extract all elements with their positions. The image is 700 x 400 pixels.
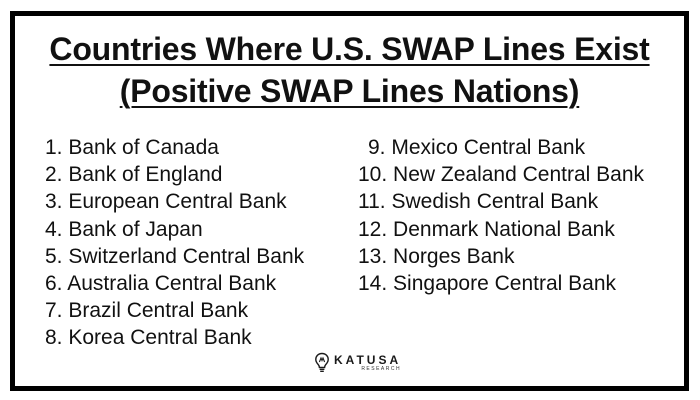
list-item-name: Australia Central Bank: [67, 272, 277, 296]
list-item-number: 3.: [45, 190, 63, 214]
list-item: 14. Singapore Central Bank: [358, 270, 644, 297]
list-item-number: 12.: [358, 217, 388, 241]
list-item: 12. Denmark National Bank: [358, 216, 644, 243]
list-item-number: 10.: [358, 163, 388, 187]
list-item-name: Bank of England: [68, 163, 223, 187]
logo-subtitle: RESEARCH: [361, 366, 402, 372]
list-item-name: Bank of Canada: [68, 136, 219, 159]
title-line-2: (Positive SWAP Lines Nations): [15, 73, 684, 109]
list-item: 9. Mexico Central Bank: [358, 134, 644, 161]
logo-name: KATUSA: [334, 353, 402, 367]
list-item-number: 14.: [358, 272, 388, 296]
list-item: 7. Brazil Central Bank: [45, 297, 304, 324]
list-item-name: Korea Central Bank: [68, 326, 252, 350]
title-line-2-text: (Positive SWAP Lines Nations): [119, 73, 580, 109]
title-line-1: Countries Where U.S. SWAP Lines Exist: [15, 31, 684, 67]
list-item-number: 6.: [45, 272, 63, 296]
list-item: 3. European Central Bank: [45, 188, 304, 215]
list-item: 11. Swedish Central Bank: [358, 188, 644, 215]
lightbulb-icon: [315, 352, 329, 372]
list-item-number: 2.: [45, 163, 63, 187]
list-item: 5. Switzerland Central Bank: [45, 243, 304, 270]
logo-text: KATUSA RESEARCH: [334, 354, 401, 372]
list-item: 6. Australia Central Bank: [45, 270, 304, 297]
list-item-number: 7.: [45, 299, 63, 323]
list-item-name: New Zealand Central Bank: [393, 163, 645, 187]
list-item-number: 8.: [45, 326, 63, 350]
bordered-frame: Countries Where U.S. SWAP Lines Exist (P…: [10, 11, 689, 391]
bank-list-right-column: 9. Mexico Central Bank 10. New Zealand C…: [358, 134, 644, 297]
list-item-number: 1.: [45, 136, 63, 159]
list-item: 2. Bank of England: [45, 161, 304, 188]
list-item-number: 5.: [45, 244, 63, 268]
list-item: 1. Bank of Canada: [45, 134, 304, 161]
list-item-name: Denmark National Bank: [393, 217, 615, 241]
list-item-name: European Central Bank: [68, 190, 287, 214]
list-item-name: Switzerland Central Bank: [68, 244, 305, 268]
katusa-research-logo: KATUSA RESEARCH: [314, 349, 401, 377]
list-item-number: 11.: [358, 190, 386, 214]
list-item-number: 9.: [368, 136, 386, 159]
list-item-number: 4.: [45, 217, 63, 241]
list-item-name: Mexico Central Bank: [391, 136, 586, 159]
list-item-name: Bank of Japan: [68, 217, 203, 241]
list-item-name: Singapore Central Bank: [393, 272, 617, 296]
list-item-name: Brazil Central Bank: [68, 299, 249, 323]
list-item: 8. Korea Central Bank: [45, 324, 304, 351]
title-line-1-text: Countries Where U.S. SWAP Lines Exist: [49, 31, 650, 67]
list-item-number: 13.: [358, 244, 388, 268]
list-item: 13. Norges Bank: [358, 243, 644, 270]
list-item-name: Norges Bank: [393, 244, 515, 268]
list-item: 4. Bank of Japan: [45, 216, 304, 243]
bank-list-left-column: 1. Bank of Canada 2. Bank of England 3. …: [45, 134, 304, 352]
list-item-name: Swedish Central Bank: [391, 190, 599, 214]
list-item: 10. New Zealand Central Bank: [358, 161, 644, 188]
